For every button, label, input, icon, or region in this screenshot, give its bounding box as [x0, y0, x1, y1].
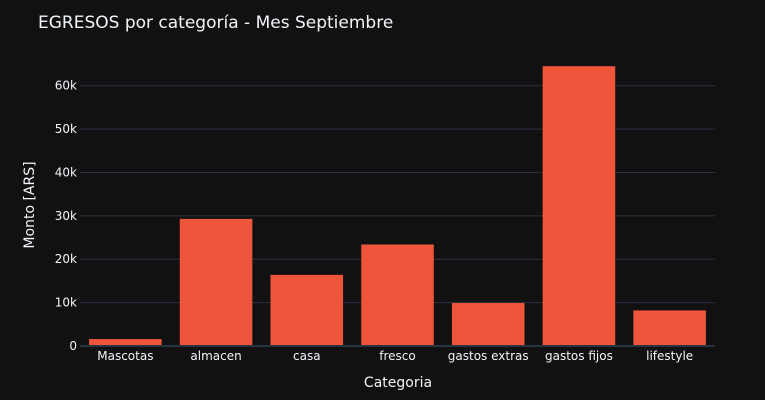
y-tick-label: 20k — [55, 252, 77, 266]
x-tick-label: gastos fijos — [545, 349, 613, 363]
x-tick-label: gastos extras — [448, 349, 529, 363]
x-tick-label: fresco — [379, 349, 415, 363]
y-tick-label: 40k — [55, 165, 77, 179]
x-tick-label: lifestyle — [646, 349, 693, 363]
x-tick-label: Mascotas — [97, 349, 153, 363]
y-tick-label: 30k — [55, 209, 77, 223]
y-tick-label: 0 — [69, 339, 77, 353]
x-tick-label: casa — [293, 349, 321, 363]
bars-layer — [89, 66, 706, 346]
y-axis-title: Monto [ARS] — [22, 161, 38, 248]
chart-title: EGRESOS por categoría - Mes Septiembre — [38, 13, 394, 33]
x-axis: Mascotas almacen casa fresco gastos extras ga… — [80, 345, 715, 363]
bar[interactable] — [451, 303, 525, 346]
bar[interactable] — [361, 244, 434, 346]
y-tick-label: 60k — [55, 79, 77, 93]
bar[interactable] — [633, 310, 706, 346]
y-tick-label: 50k — [55, 122, 77, 136]
x-tick-label: almacen — [190, 349, 241, 363]
x-axis-title: Categoria — [364, 375, 432, 391]
bar[interactable] — [179, 218, 253, 346]
bar[interactable] — [542, 66, 616, 346]
y-tick-label: 10k — [55, 296, 77, 310]
bar[interactable] — [89, 339, 162, 346]
y-axis: 0 10k 20k 30k 40k 50k 60k — [55, 79, 77, 353]
bar[interactable] — [270, 274, 344, 346]
